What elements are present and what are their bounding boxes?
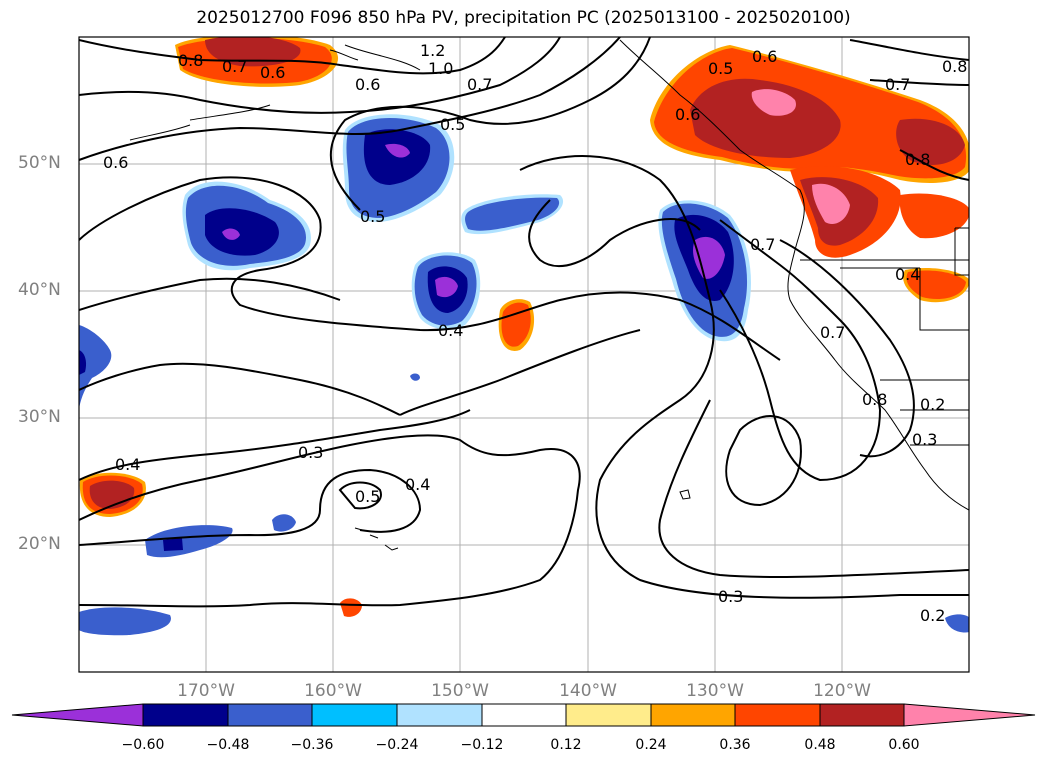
lat-label: 40°N: [18, 280, 61, 300]
contour-label: 0.5: [355, 487, 380, 506]
colorbar-tick: 0.48: [804, 737, 836, 753]
colorbar-segment: [819, 703, 905, 727]
contour-label: 1.2: [420, 41, 445, 60]
colorbar-tick: 0.12: [550, 737, 582, 753]
contour-labels: 0.8 0.7 0.6 1.2 1.0 0.6 0.7 0.5 0.6 0.5 …: [103, 41, 967, 625]
colorbar-segment: [142, 703, 229, 727]
lon-label: 150°W: [431, 681, 489, 701]
contour-label: 0.2: [920, 606, 945, 625]
colorbar-tick: 0.60: [888, 737, 920, 753]
colorbar-tick: −0.12: [460, 737, 504, 753]
negative-precip-anomalies: [79, 114, 969, 636]
contour-label: 0.6: [260, 63, 285, 82]
pv-contours: [79, 37, 969, 608]
contour-label: 0.6: [752, 47, 777, 66]
colorbar-tick: 0.24: [635, 737, 667, 753]
colorbar-segment: [396, 703, 483, 727]
contour-label: 0.4: [895, 265, 920, 284]
contour-label: 0.8: [942, 57, 967, 76]
lat-label: 30°N: [18, 407, 61, 427]
lon-label: 140°W: [559, 681, 617, 701]
colorbar-segment: [227, 703, 313, 727]
contour-label: 0.3: [298, 443, 323, 462]
contour-label: 0.4: [115, 455, 140, 474]
contour-label: 0.8: [862, 390, 887, 409]
lon-label: 170°W: [177, 681, 235, 701]
contour-label: 0.3: [718, 587, 743, 606]
lon-label: 130°W: [686, 681, 744, 701]
contour-label: 0.4: [405, 475, 430, 494]
colorbar-tick: 0.36: [719, 737, 751, 753]
colorbar: [11, 703, 1036, 727]
contour-label: 0.5: [440, 115, 465, 134]
colorbar-extend-left: [11, 703, 144, 727]
contour-label: 0.7: [467, 75, 492, 94]
contour-label: 0.8: [178, 51, 203, 70]
colorbar-segment: [734, 703, 821, 727]
colorbar-segment: [311, 703, 398, 727]
coastlines: [129, 39, 969, 551]
contour-label: 0.8: [905, 150, 930, 169]
map-frame: [78, 36, 970, 673]
contour-label: 0.3: [912, 430, 937, 449]
colorbar-segment: [565, 703, 652, 727]
lat-label: 20°N: [18, 534, 61, 554]
colorbar-tick: −0.36: [290, 737, 334, 753]
colorbar-tick: −0.24: [375, 737, 419, 753]
contour-label: 0.7: [885, 75, 910, 94]
colorbar-tick: −0.48: [206, 737, 250, 753]
contour-label: 0.6: [355, 75, 380, 94]
map-title: 2025012700 F096 850 hPa PV, precipitatio…: [196, 8, 851, 28]
lon-label: 160°W: [304, 681, 362, 701]
contour-label: 0.6: [103, 153, 128, 172]
contour-label: 0.5: [360, 207, 385, 226]
colorbar-tick: −0.60: [121, 737, 165, 753]
colorbar-extend-right: [903, 703, 1036, 727]
contour-label: 0.7: [820, 323, 845, 342]
contour-label: 0.7: [750, 235, 775, 254]
contour-label: 0.5: [708, 59, 733, 78]
contour-label: 1.0: [428, 59, 453, 78]
contour-label: 0.4: [438, 321, 463, 340]
contour-label: 0.2: [920, 395, 945, 414]
lon-label: 120°W: [813, 681, 871, 701]
colorbar-segment: [481, 703, 567, 727]
lat-label: 50°N: [18, 153, 61, 173]
colorbar-segment: [650, 703, 736, 727]
contour-label: 0.7: [222, 57, 247, 76]
contour-label: 0.6: [675, 105, 700, 124]
